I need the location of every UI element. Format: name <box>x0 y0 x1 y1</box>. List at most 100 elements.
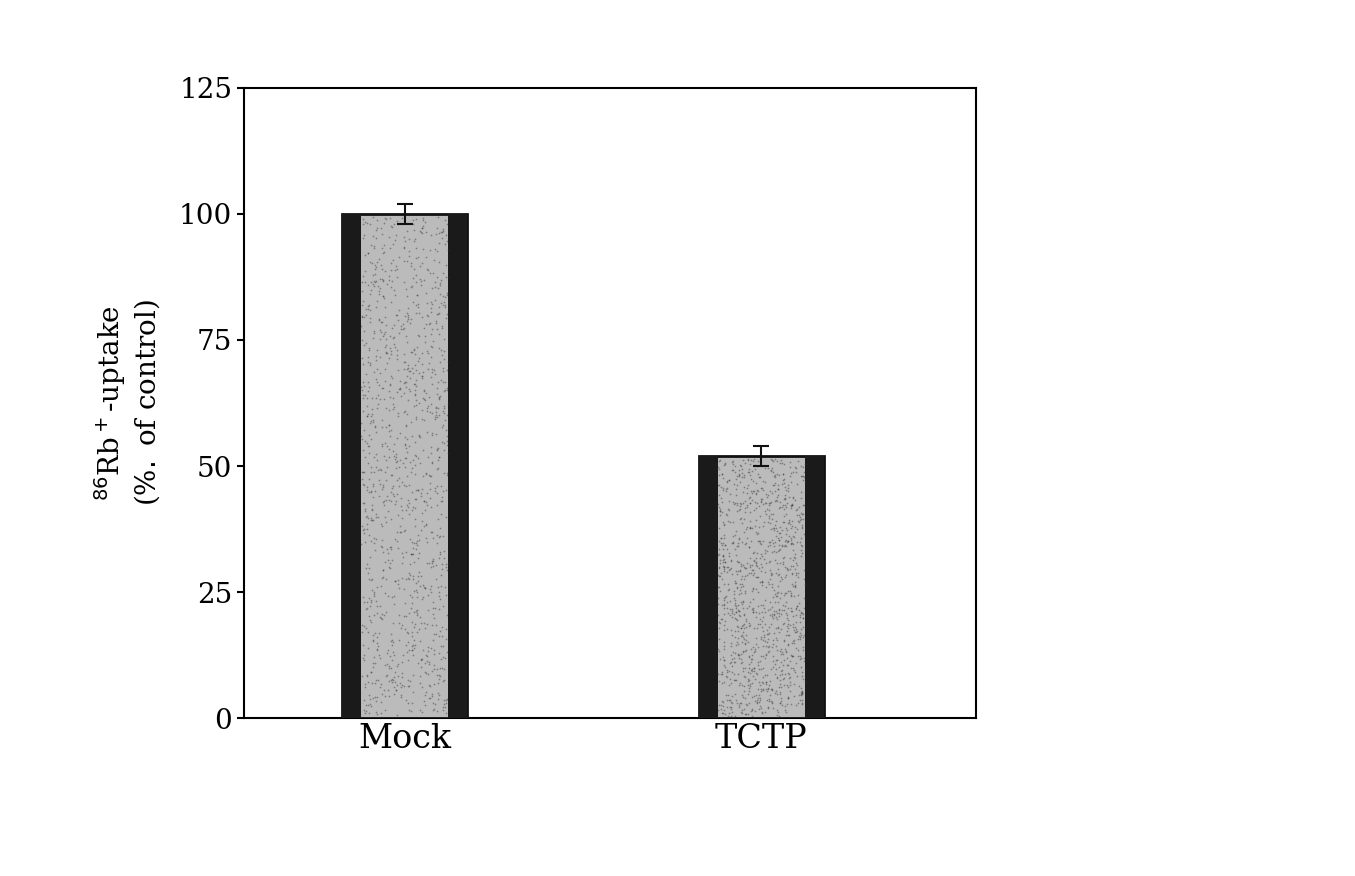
Point <box>762 639 783 653</box>
Point <box>373 683 394 697</box>
Point <box>745 696 767 710</box>
Point <box>375 344 397 358</box>
Point <box>408 251 430 265</box>
Point <box>354 248 375 262</box>
Point <box>737 453 759 467</box>
Point <box>780 537 802 551</box>
Point <box>389 460 411 474</box>
Point <box>405 536 427 550</box>
Point <box>714 555 736 569</box>
Point <box>370 677 392 691</box>
Point <box>381 274 402 288</box>
Point <box>743 545 764 559</box>
Point <box>714 457 736 471</box>
Point <box>713 699 734 713</box>
Point <box>729 610 751 624</box>
Point <box>793 470 814 484</box>
Point <box>435 228 457 242</box>
Point <box>364 391 386 405</box>
Point <box>398 589 420 603</box>
Point <box>356 215 378 230</box>
Point <box>709 562 730 576</box>
Point <box>740 521 762 535</box>
Point <box>714 458 736 472</box>
Point <box>416 666 438 680</box>
Point <box>379 649 401 663</box>
Point <box>413 580 435 594</box>
Point <box>745 513 767 527</box>
Point <box>359 413 381 427</box>
Point <box>709 698 730 712</box>
Point <box>393 405 415 419</box>
Point <box>791 686 813 700</box>
Point <box>766 612 787 626</box>
Point <box>375 489 397 503</box>
Point <box>404 387 425 401</box>
Point <box>358 427 379 442</box>
Point <box>362 504 383 518</box>
Point <box>432 544 454 558</box>
Point <box>366 690 388 704</box>
Point <box>356 595 378 609</box>
Point <box>749 534 771 548</box>
Point <box>431 494 453 508</box>
Point <box>724 588 745 602</box>
Point <box>756 502 778 516</box>
Point <box>787 649 809 663</box>
Point <box>759 608 780 622</box>
Point <box>425 479 447 493</box>
Point <box>371 227 393 241</box>
Point <box>737 673 759 687</box>
Point <box>397 498 419 512</box>
Point <box>398 382 420 396</box>
Point <box>420 339 442 353</box>
Point <box>767 590 789 604</box>
Point <box>715 508 737 522</box>
Point <box>412 591 434 605</box>
Point <box>408 351 430 365</box>
Point <box>782 579 804 593</box>
Point <box>720 595 741 609</box>
Point <box>370 323 392 337</box>
Point <box>759 639 780 653</box>
Point <box>362 268 383 282</box>
Point <box>358 245 379 259</box>
Point <box>745 582 767 596</box>
Point <box>367 397 389 411</box>
Point <box>396 609 417 623</box>
Point <box>768 709 790 723</box>
Point <box>722 463 744 477</box>
Point <box>371 519 393 533</box>
Point <box>715 668 737 682</box>
Point <box>356 350 378 364</box>
Point <box>352 442 374 456</box>
Point <box>749 678 771 692</box>
Point <box>401 615 423 629</box>
Point <box>411 221 432 235</box>
Point <box>707 703 729 717</box>
Point <box>366 460 388 474</box>
Point <box>396 504 417 518</box>
Point <box>737 451 759 465</box>
Point <box>409 259 431 273</box>
Point <box>375 332 397 346</box>
Point <box>741 703 763 717</box>
Point <box>794 498 816 512</box>
Point <box>715 474 737 488</box>
Point <box>412 211 434 225</box>
Point <box>772 473 794 487</box>
Point <box>412 590 434 604</box>
Point <box>352 477 374 491</box>
Point <box>760 568 782 582</box>
Point <box>737 491 759 505</box>
Point <box>791 630 813 644</box>
Point <box>721 455 743 469</box>
Point <box>411 513 432 527</box>
Point <box>405 398 427 412</box>
Point <box>748 654 770 668</box>
Point <box>409 225 431 239</box>
Point <box>774 479 795 493</box>
Point <box>764 535 786 549</box>
Point <box>793 611 814 625</box>
Point <box>738 666 760 680</box>
